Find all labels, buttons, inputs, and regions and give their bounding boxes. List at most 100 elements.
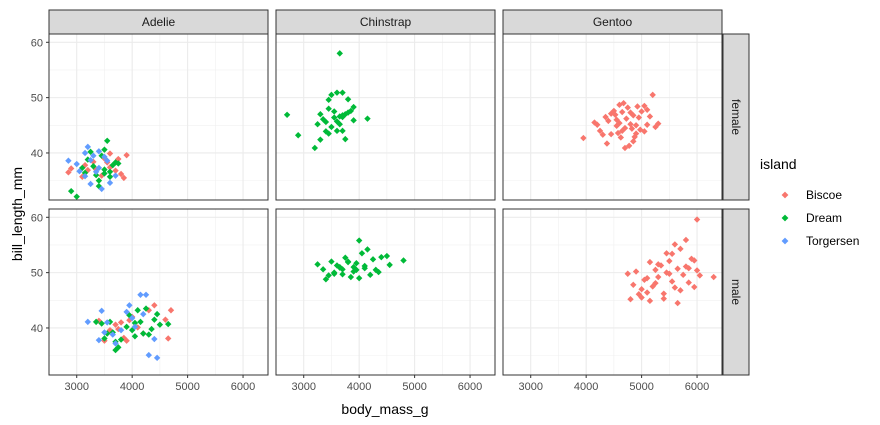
- data-point-biscoe: [643, 121, 651, 128]
- data-point-biscoe: [151, 302, 158, 309]
- panel-border: [275, 208, 496, 376]
- data-point-dream: [314, 120, 321, 128]
- data-point-biscoe: [693, 267, 701, 274]
- data-point-dream: [322, 128, 330, 135]
- legend-item-biscoe: Biscoe: [781, 188, 842, 202]
- data-point-torgersen: [109, 331, 116, 338]
- data-point-dream: [375, 268, 382, 276]
- data-point-dream: [73, 193, 80, 200]
- data-point-dream: [151, 316, 158, 323]
- data-point-biscoe: [115, 325, 122, 333]
- data-point-biscoe: [663, 269, 670, 276]
- data-point-dream: [350, 103, 357, 111]
- data-point-dream: [339, 112, 346, 119]
- data-point-dream: [92, 171, 100, 179]
- data-point-dream: [339, 89, 346, 96]
- data-point-dream: [325, 105, 332, 112]
- legend-key-icon: [781, 191, 789, 199]
- data-point-biscoe: [682, 236, 690, 244]
- data-point-biscoe: [619, 127, 626, 135]
- y-tick-label: 60: [31, 212, 43, 224]
- data-point-biscoe: [632, 130, 640, 137]
- data-point-dream: [317, 111, 324, 118]
- y-tick-label: 50: [31, 268, 43, 280]
- data-point-dream: [367, 271, 374, 279]
- data-point-biscoe: [660, 290, 667, 297]
- data-point-dream: [294, 132, 302, 139]
- data-point-biscoe: [120, 174, 128, 182]
- data-point-biscoe: [602, 113, 609, 121]
- data-point-torgersen: [81, 149, 89, 157]
- panel-border: [48, 208, 269, 376]
- facet-strip-label: male: [729, 279, 743, 305]
- data-point-dream: [328, 91, 335, 99]
- data-point-biscoe: [638, 108, 645, 115]
- data-point-dream: [131, 333, 139, 340]
- data-point-dream: [92, 318, 100, 326]
- data-point-biscoe: [655, 261, 662, 268]
- data-point-dream: [81, 169, 89, 177]
- data-point-dream: [328, 258, 335, 265]
- data-point-biscoe: [668, 278, 676, 285]
- data-point-dream: [386, 261, 393, 269]
- x-tick-label: 3000: [291, 381, 315, 393]
- data-point-dream: [104, 137, 111, 144]
- data-point-dream: [328, 123, 335, 131]
- facet-strip-label: Adelie: [142, 15, 176, 29]
- data-point-torgersen: [137, 291, 144, 298]
- data-point-biscoe: [617, 134, 625, 141]
- data-point-dream: [331, 270, 338, 277]
- data-point-torgersen: [101, 153, 108, 161]
- data-point-dream: [131, 319, 139, 327]
- panel-chinstrap-male: [275, 208, 496, 376]
- data-point-dream: [311, 144, 319, 152]
- data-point-dream: [137, 318, 144, 326]
- data-point-biscoe: [621, 144, 629, 152]
- data-point-dream: [378, 253, 385, 261]
- panel-border: [48, 33, 269, 201]
- panel-adelie-female: [48, 33, 269, 201]
- data-point-biscoe: [635, 114, 643, 121]
- x-axis-title: body_mass_g: [341, 401, 428, 417]
- data-point-biscoe: [162, 316, 169, 323]
- x-tick-label: 4000: [347, 381, 371, 393]
- facet-strip-female: female: [722, 33, 750, 201]
- data-point-torgersen: [84, 318, 92, 326]
- data-point-biscoe: [691, 257, 698, 264]
- data-point-biscoe: [65, 169, 72, 176]
- data-point-biscoe: [638, 286, 645, 293]
- data-point-biscoe: [632, 268, 640, 275]
- data-point-dream: [364, 246, 371, 253]
- data-point-dream: [106, 168, 114, 175]
- data-point-biscoe: [655, 120, 662, 127]
- data-point-torgersen: [151, 335, 158, 343]
- data-point-dream: [342, 254, 349, 261]
- legend-key-icon: [781, 214, 789, 222]
- data-point-biscoe: [674, 265, 681, 272]
- data-point-torgersen: [153, 354, 161, 362]
- data-point-torgersen: [87, 156, 94, 164]
- data-point-dream: [344, 258, 352, 266]
- data-point-biscoe: [679, 271, 687, 279]
- data-point-dream: [336, 263, 343, 271]
- data-point-biscoe: [106, 150, 114, 157]
- data-point-dream: [400, 257, 407, 264]
- data-point-dream: [347, 107, 355, 115]
- data-point-biscoe: [646, 113, 654, 120]
- data-point-torgersen: [76, 168, 83, 175]
- data-point-torgersen: [90, 152, 97, 159]
- data-point-dream: [353, 260, 360, 267]
- facet-strip-male: male: [722, 208, 750, 376]
- data-point-biscoe: [591, 119, 598, 126]
- data-point-dream: [314, 261, 321, 268]
- data-point-biscoe: [605, 117, 612, 125]
- data-point-biscoe: [641, 102, 648, 110]
- data-point-torgersen: [126, 302, 133, 309]
- data-point-torgersen: [65, 157, 72, 164]
- data-point-biscoe: [674, 299, 681, 307]
- data-point-dream: [333, 89, 341, 96]
- data-point-dream: [317, 136, 324, 143]
- data-point-dream: [165, 320, 172, 328]
- data-point-dream: [331, 108, 338, 115]
- data-point-dream: [325, 96, 332, 104]
